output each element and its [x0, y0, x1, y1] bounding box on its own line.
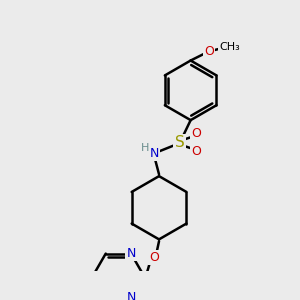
Text: O: O	[150, 251, 160, 264]
Text: O: O	[191, 145, 201, 158]
Text: S: S	[175, 135, 185, 150]
Text: CH₃: CH₃	[219, 42, 240, 52]
Text: H: H	[141, 143, 150, 153]
Text: N: N	[126, 247, 136, 260]
Text: N: N	[150, 147, 159, 160]
Text: N: N	[126, 291, 136, 300]
Text: O: O	[191, 127, 201, 140]
Text: O: O	[204, 45, 214, 58]
